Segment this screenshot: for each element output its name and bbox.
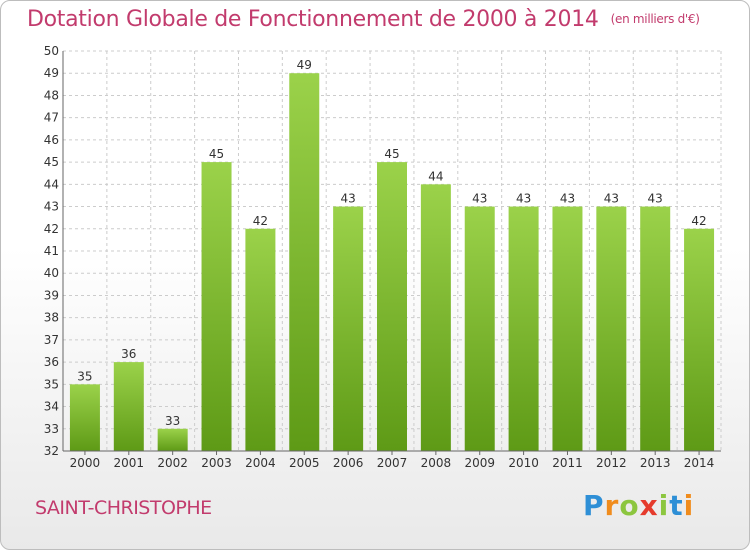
- bar: [201, 162, 232, 451]
- x-tick-label: 2011: [552, 456, 583, 470]
- y-tick-label: 43: [44, 200, 59, 214]
- y-tick-label: 37: [44, 333, 59, 347]
- y-tick-label: 32: [44, 444, 59, 458]
- y-tick-label: 36: [44, 355, 59, 369]
- y-tick-label: 50: [44, 44, 59, 58]
- x-tick-label: 2012: [596, 456, 627, 470]
- bar-value-label: 43: [472, 192, 487, 206]
- x-tick-label: 2014: [684, 456, 715, 470]
- y-tick-label: 35: [44, 377, 59, 391]
- bar-value-label: 43: [516, 192, 531, 206]
- y-tick-label: 38: [44, 311, 59, 325]
- bar-value-label: 43: [560, 192, 575, 206]
- chart-title: Dotation Globale de Fonctionnement de 20…: [27, 7, 700, 32]
- bar-value-label: 44: [428, 169, 443, 183]
- bar: [684, 228, 715, 451]
- bar: [113, 362, 144, 451]
- bar-value-label: 43: [604, 192, 619, 206]
- logo-letter: i: [683, 489, 695, 522]
- axes: 32 33 34 35 36 37 38 39 40 41 42 43 44 45 46 47 48 49 50 20…: [44, 44, 721, 470]
- y-tick-label: 41: [44, 244, 59, 258]
- bar-value-label: 33: [165, 414, 180, 428]
- x-tick-label: 2013: [640, 456, 671, 470]
- bar-value-label: 43: [340, 192, 355, 206]
- bar: [640, 206, 671, 451]
- y-tick-label: 48: [44, 88, 59, 102]
- y-tick-label: 33: [44, 422, 59, 436]
- bar-value-label: 45: [209, 147, 224, 161]
- bar: [289, 73, 320, 451]
- bar: [464, 206, 495, 451]
- y-tick-label: 47: [44, 111, 59, 125]
- bar-value-label: 35: [77, 369, 92, 383]
- commune-name: SAINT-CHRISTOPHE: [35, 497, 212, 519]
- x-tick-label: 2005: [289, 456, 320, 470]
- x-tick-label: 2007: [377, 456, 408, 470]
- x-tick-label: 2008: [421, 456, 452, 470]
- bar-value-label: 36: [121, 347, 136, 361]
- x-tick-label: 2001: [114, 456, 145, 470]
- logo-letter: i: [658, 489, 670, 522]
- x-tick-label: 2003: [201, 456, 232, 470]
- bar: [377, 162, 407, 451]
- bar: [69, 384, 100, 451]
- bar: [157, 428, 188, 451]
- y-tick-label: 44: [44, 177, 59, 191]
- bar-value-label: 42: [253, 214, 268, 228]
- x-tick-label: 2000: [70, 456, 101, 470]
- logo-letter: P: [583, 489, 605, 522]
- bar-value-label: 45: [384, 147, 399, 161]
- bar-value-label: 49: [297, 58, 312, 72]
- bar: [508, 206, 539, 451]
- logo-letter: x: [639, 489, 659, 522]
- logo-letter: o: [619, 489, 640, 522]
- y-tick-label: 42: [44, 222, 59, 236]
- y-tick-label: 49: [44, 66, 59, 80]
- logo-letter: t: [669, 489, 684, 522]
- y-tick-label: 34: [44, 400, 59, 414]
- chart-title-unit: (en milliers d'€): [610, 12, 700, 26]
- proxiti-logo: Proxiti: [583, 489, 694, 522]
- y-tick-label: 46: [44, 133, 59, 147]
- bar: [333, 206, 364, 451]
- x-tick-label: 2009: [464, 456, 495, 470]
- chart-title-main: Dotation Globale de Fonctionnement de 20…: [27, 7, 599, 32]
- bar: [420, 184, 451, 452]
- bar-value-label: 43: [648, 192, 663, 206]
- x-tick-label: 2010: [508, 456, 539, 470]
- x-tick-label: 2002: [157, 456, 188, 470]
- logo-letter: r: [604, 489, 620, 522]
- bar-value-label: 42: [691, 214, 706, 228]
- x-tick-label: 2006: [333, 456, 364, 470]
- bar: [245, 228, 276, 451]
- y-tick-label: 45: [44, 155, 59, 169]
- y-tick-label: 39: [44, 288, 59, 302]
- bar: [596, 206, 627, 451]
- x-tick-label: 2004: [245, 456, 276, 470]
- bars: 35 36 33 45 42 49 43 45 44 43 43 43 43 43 42: [69, 58, 715, 452]
- bar: [552, 206, 583, 451]
- y-tick-label: 40: [44, 266, 59, 280]
